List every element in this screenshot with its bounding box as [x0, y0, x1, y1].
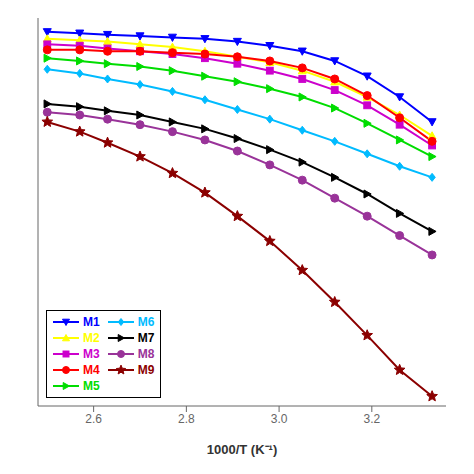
html-text:M7: M7 — [137, 331, 155, 345]
html-text:M2: M2 — [83, 331, 100, 345]
html-text:M9: M9 — [137, 363, 155, 377]
html-text:M4: M4 — [83, 363, 100, 377]
svg-text:3.2: 3.2 — [363, 412, 380, 426]
svg-text:1000/T (K⁻¹): 1000/T (K⁻¹) — [207, 442, 277, 457]
html-text:M8: M8 — [137, 347, 155, 361]
svg-text:2.8: 2.8 — [178, 412, 195, 426]
html-text:M6: M6 — [137, 315, 155, 329]
html-text:M3: M3 — [83, 347, 100, 361]
html-text:M1: M1 — [83, 315, 100, 329]
svg-text:2.6: 2.6 — [85, 412, 102, 426]
html-text:M5: M5 — [83, 379, 100, 393]
svg-text:3.0: 3.0 — [271, 412, 288, 426]
